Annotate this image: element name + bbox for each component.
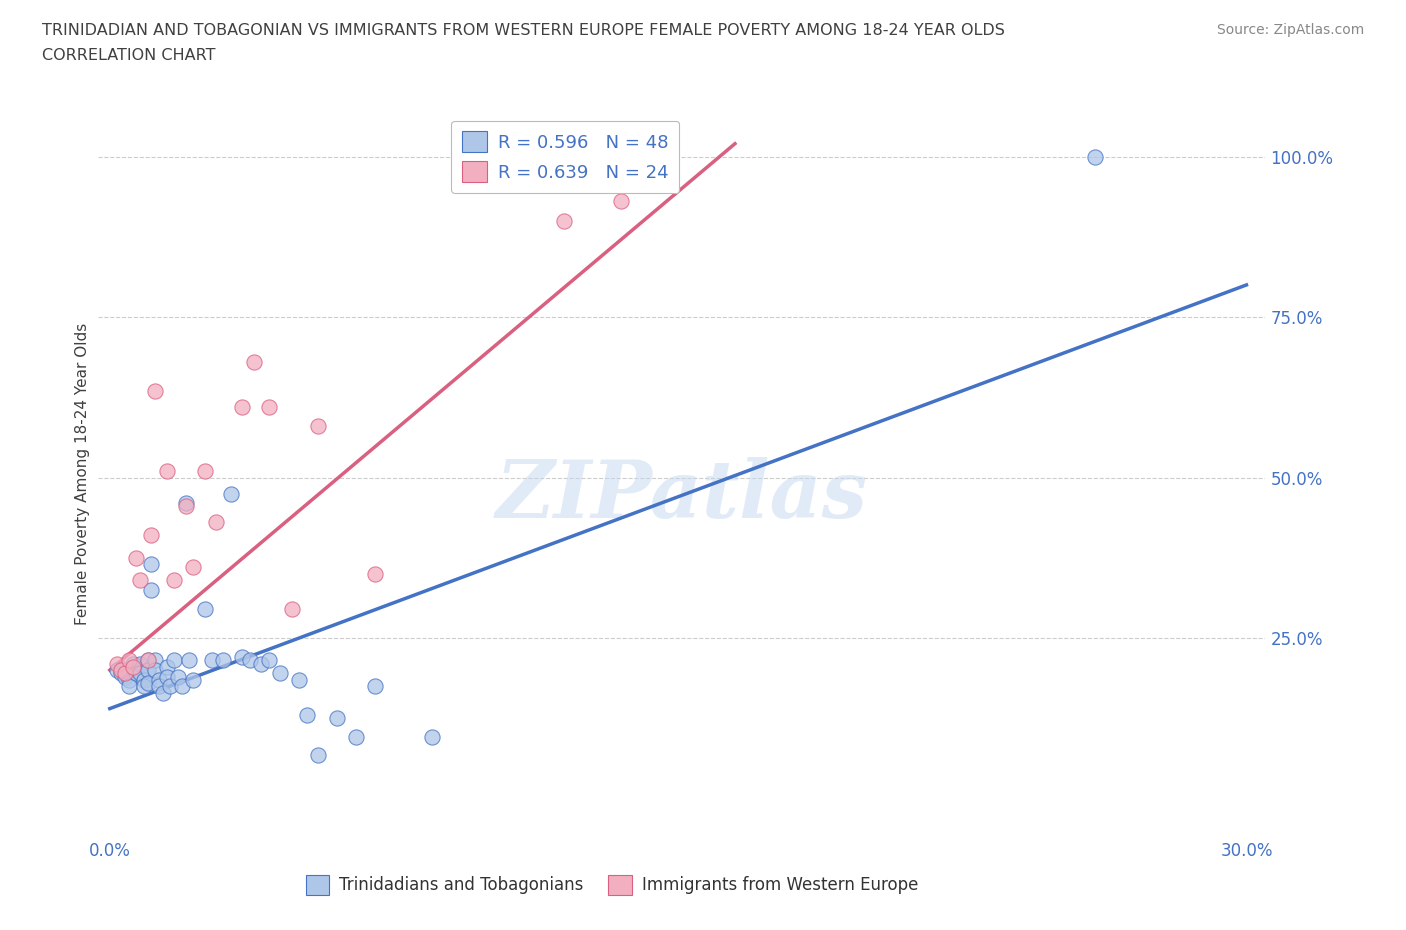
Point (156, 659, 179, 674)
Point (143, 383, 166, 398)
Point (121, 659, 143, 674)
Point (136, 653, 159, 668)
Point (141, 557, 163, 572)
Point (269, 666, 291, 681)
Point (118, 653, 141, 668)
Text: ZIPatlas: ZIPatlas (496, 458, 868, 535)
Point (307, 748, 329, 763)
Text: CORRELATION CHART: CORRELATION CHART (42, 48, 215, 63)
Point (136, 653, 159, 668)
Point (141, 582, 163, 597)
Point (553, 213, 575, 228)
Point (364, 679, 387, 694)
Text: Source: ZipAtlas.com: Source: ZipAtlas.com (1216, 23, 1364, 37)
Point (179, 653, 201, 668)
Point (129, 657, 152, 671)
Point (105, 663, 128, 678)
Point (114, 666, 136, 681)
Point (219, 486, 242, 501)
Point (181, 560, 204, 575)
Point (257, 653, 280, 668)
Point (148, 679, 170, 694)
Point (307, 418, 329, 433)
Point (280, 602, 302, 617)
Point (212, 653, 235, 668)
Point (163, 653, 186, 668)
Point (132, 679, 155, 694)
Point (118, 679, 141, 694)
Point (167, 669, 190, 684)
Point (143, 653, 166, 668)
Point (205, 515, 228, 530)
Point (143, 663, 166, 678)
Point (239, 653, 262, 668)
Y-axis label: Female Poverty Among 18-24 Year Olds: Female Poverty Among 18-24 Year Olds (75, 324, 90, 626)
Point (110, 663, 132, 678)
Point (242, 354, 264, 369)
Point (110, 666, 132, 681)
Point (118, 672, 141, 687)
Point (125, 551, 148, 565)
Point (141, 528, 163, 543)
Legend: Trinidadians and Tobagonians, Immigrants from Western Europe: Trinidadians and Tobagonians, Immigrants… (299, 869, 925, 901)
Point (152, 685, 174, 700)
Point (159, 679, 181, 694)
Point (295, 708, 318, 723)
Point (174, 496, 197, 511)
Point (105, 657, 128, 671)
Point (364, 566, 387, 581)
Point (156, 464, 179, 479)
Point (170, 679, 193, 694)
Point (231, 400, 253, 415)
Point (288, 672, 311, 687)
Point (136, 663, 159, 678)
Point (326, 711, 349, 725)
Point (132, 672, 155, 687)
Point (193, 464, 215, 479)
Point (1084, 149, 1107, 164)
Point (420, 730, 443, 745)
Point (125, 666, 148, 681)
Point (344, 729, 367, 744)
Point (125, 663, 148, 678)
Point (257, 400, 280, 415)
Point (193, 602, 215, 617)
Point (129, 573, 152, 588)
Point (174, 499, 197, 514)
Point (129, 666, 152, 681)
Point (181, 672, 204, 687)
Point (136, 675, 159, 690)
Point (148, 672, 170, 687)
Point (610, 194, 633, 209)
Point (163, 573, 186, 588)
Point (231, 650, 253, 665)
Point (156, 669, 179, 684)
Point (121, 657, 143, 671)
Point (114, 669, 136, 684)
Point (250, 657, 273, 671)
Text: TRINIDADIAN AND TOBAGONIAN VS IMMIGRANTS FROM WESTERN EUROPE FEMALE POVERTY AMON: TRINIDADIAN AND TOBAGONIAN VS IMMIGRANTS… (42, 23, 1005, 38)
Point (201, 653, 224, 668)
